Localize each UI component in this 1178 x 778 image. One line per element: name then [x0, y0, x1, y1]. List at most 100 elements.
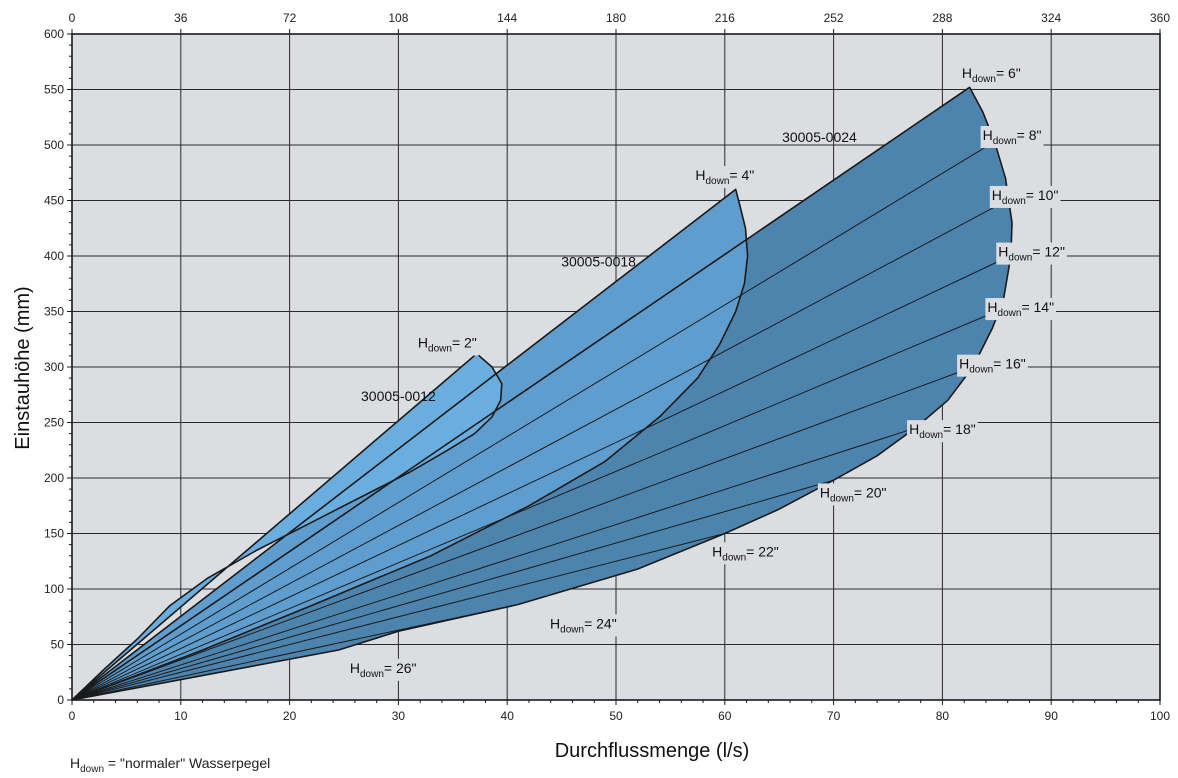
h-down-label: Hdown= 6"	[959, 63, 1023, 86]
h-down-label: Hdown= 8"	[980, 126, 1044, 149]
x-tick-label: 10	[174, 709, 188, 723]
region-30005-0012	[72, 353, 502, 700]
x-tick-label: 100	[1150, 709, 1170, 723]
h-down-label-text: Hdown= 6"	[962, 65, 1021, 85]
x-tick-label: 20	[283, 709, 297, 723]
h-down-h: H	[909, 421, 919, 437]
h-down-label-bg	[347, 658, 419, 681]
h-down-value: = 10"	[1026, 187, 1059, 203]
h-down-label: Hdown= 18"	[907, 420, 978, 443]
top-tick-label: 36	[174, 11, 188, 25]
h-down-h: H	[959, 356, 969, 372]
h-down-value: = 16"	[993, 356, 1026, 372]
h-down-label: Hdown= 2"	[415, 333, 479, 356]
h-down-line	[71, 141, 995, 701]
footnote-sub: down	[80, 764, 104, 775]
model-label: 30005-0012	[361, 388, 436, 404]
top-tick-label: 144	[497, 11, 517, 25]
top-tick-label: 0	[69, 11, 76, 25]
h-down-h: H	[712, 543, 722, 559]
x-axis-label: Durchflussmenge (l/s)	[555, 740, 750, 762]
outline-30005-0018	[71, 188, 749, 701]
x-tick-label: 30	[392, 709, 406, 723]
h-down-label-text: Hdown= 26"	[350, 660, 417, 680]
h-down-label-text: Hdown= 16"	[959, 356, 1026, 376]
h-down-line	[71, 366, 974, 701]
x-tick-label: 0	[69, 709, 76, 723]
h-down-line	[71, 255, 1011, 701]
h-down-label-bg	[989, 185, 1061, 208]
h-down-label-bg	[980, 126, 1044, 149]
h-down-h: H	[983, 127, 993, 143]
h-down-sub: down	[1008, 253, 1032, 264]
h-down-label-text: Hdown= 10"	[992, 187, 1059, 207]
top-tick-label: 324	[1041, 11, 1061, 25]
h-down-value: = 12"	[1032, 244, 1065, 260]
x-tick-label: 90	[1045, 709, 1059, 723]
h-down-label-bg	[710, 542, 781, 565]
h-down-h: H	[820, 484, 830, 500]
h-down-label-text: Hdown= 24"	[550, 615, 617, 635]
h-down-h: H	[987, 299, 997, 315]
h-down-line	[71, 479, 834, 701]
footnote-h: H	[70, 755, 80, 771]
h-down-h: H	[962, 65, 972, 81]
h-down-value: = 22"	[746, 543, 779, 559]
x-axis-top: 0 36 72 108 144 180 216 252 288 324 360	[69, 11, 1170, 34]
x-tick-label: 40	[501, 709, 515, 723]
h-down-label-bg	[548, 614, 619, 637]
top-tick-label: 108	[388, 11, 408, 25]
h-down-label: Hdown= 16"	[957, 354, 1028, 377]
h-down-sub: down	[360, 669, 384, 680]
h-down-label-text: Hdown= 20"	[820, 484, 887, 504]
x-tick-label: 50	[609, 709, 623, 723]
top-tick-label: 288	[932, 11, 952, 25]
h-down-label-text: Hdown= 18"	[909, 421, 976, 441]
h-down-label: Hdown= 22"	[710, 542, 781, 565]
h-down-sub: down	[705, 176, 729, 187]
region-outlines	[71, 86, 1013, 701]
y-tick-label: 200	[44, 471, 64, 485]
h-down-label-text: Hdown= 12"	[998, 244, 1065, 264]
h-down-sub: down	[428, 344, 452, 355]
h-down-label-text: Hdown= 4"	[695, 167, 754, 187]
y-tick-label: 250	[44, 416, 64, 430]
h-down-label: Hdown= 14"	[985, 298, 1057, 321]
h-down-sub: down	[919, 430, 943, 441]
h-down-value: = 14"	[1021, 299, 1054, 315]
regions	[72, 87, 1012, 701]
h-down-label-bg	[415, 333, 479, 356]
h-down-labels: Hdown= 2"Hdown= 4"Hdown= 6"Hdown= 8"Hdow…	[347, 63, 1067, 681]
h-down-label: Hdown= 20"	[817, 483, 889, 506]
h-down-sub: down	[969, 365, 993, 376]
h-down-label-bg	[693, 165, 757, 188]
h-down-label: Hdown= 4"	[693, 165, 757, 188]
h-down-value: = 8"	[1017, 127, 1042, 143]
y-axis-label: Einstauhöhe (mm)	[12, 286, 34, 449]
top-tick-label: 216	[715, 11, 735, 25]
h-down-value: = 26"	[384, 660, 417, 676]
y-tick-label: 550	[44, 83, 64, 97]
x-tick-label: 60	[718, 709, 732, 723]
h-down-label: Hdown= 24"	[548, 614, 619, 637]
top-tick-label: 72	[283, 11, 297, 25]
y-tick-label: 0	[57, 693, 64, 707]
x-axis-bottom: 0 10 20 30 40 50 60 70 80 90 100	[69, 700, 1170, 723]
h-down-label-bg	[907, 420, 978, 443]
top-tick-label: 360	[1150, 11, 1170, 25]
h-down-h: H	[998, 244, 1008, 260]
h-down-h: H	[992, 187, 1002, 203]
h-down-sub: down	[998, 308, 1022, 319]
h-down-value: = 6"	[996, 65, 1021, 81]
footnote: Hdown = "normaler" Wasserpegel	[70, 755, 270, 775]
x-tick-label: 80	[936, 709, 950, 723]
x-tick-label: 70	[827, 709, 841, 723]
y-tick-label: 50	[51, 638, 65, 652]
h-down-sub: down	[722, 552, 746, 563]
y-tick-label: 150	[44, 527, 64, 541]
outline-30005-0024	[71, 86, 1013, 701]
h-down-label-text: Hdown= 2"	[418, 335, 477, 355]
h-down-label: Hdown= 12"	[996, 242, 1067, 265]
h-down-label-text: Hdown= 8"	[983, 127, 1042, 147]
top-tick-label: 252	[824, 11, 844, 25]
